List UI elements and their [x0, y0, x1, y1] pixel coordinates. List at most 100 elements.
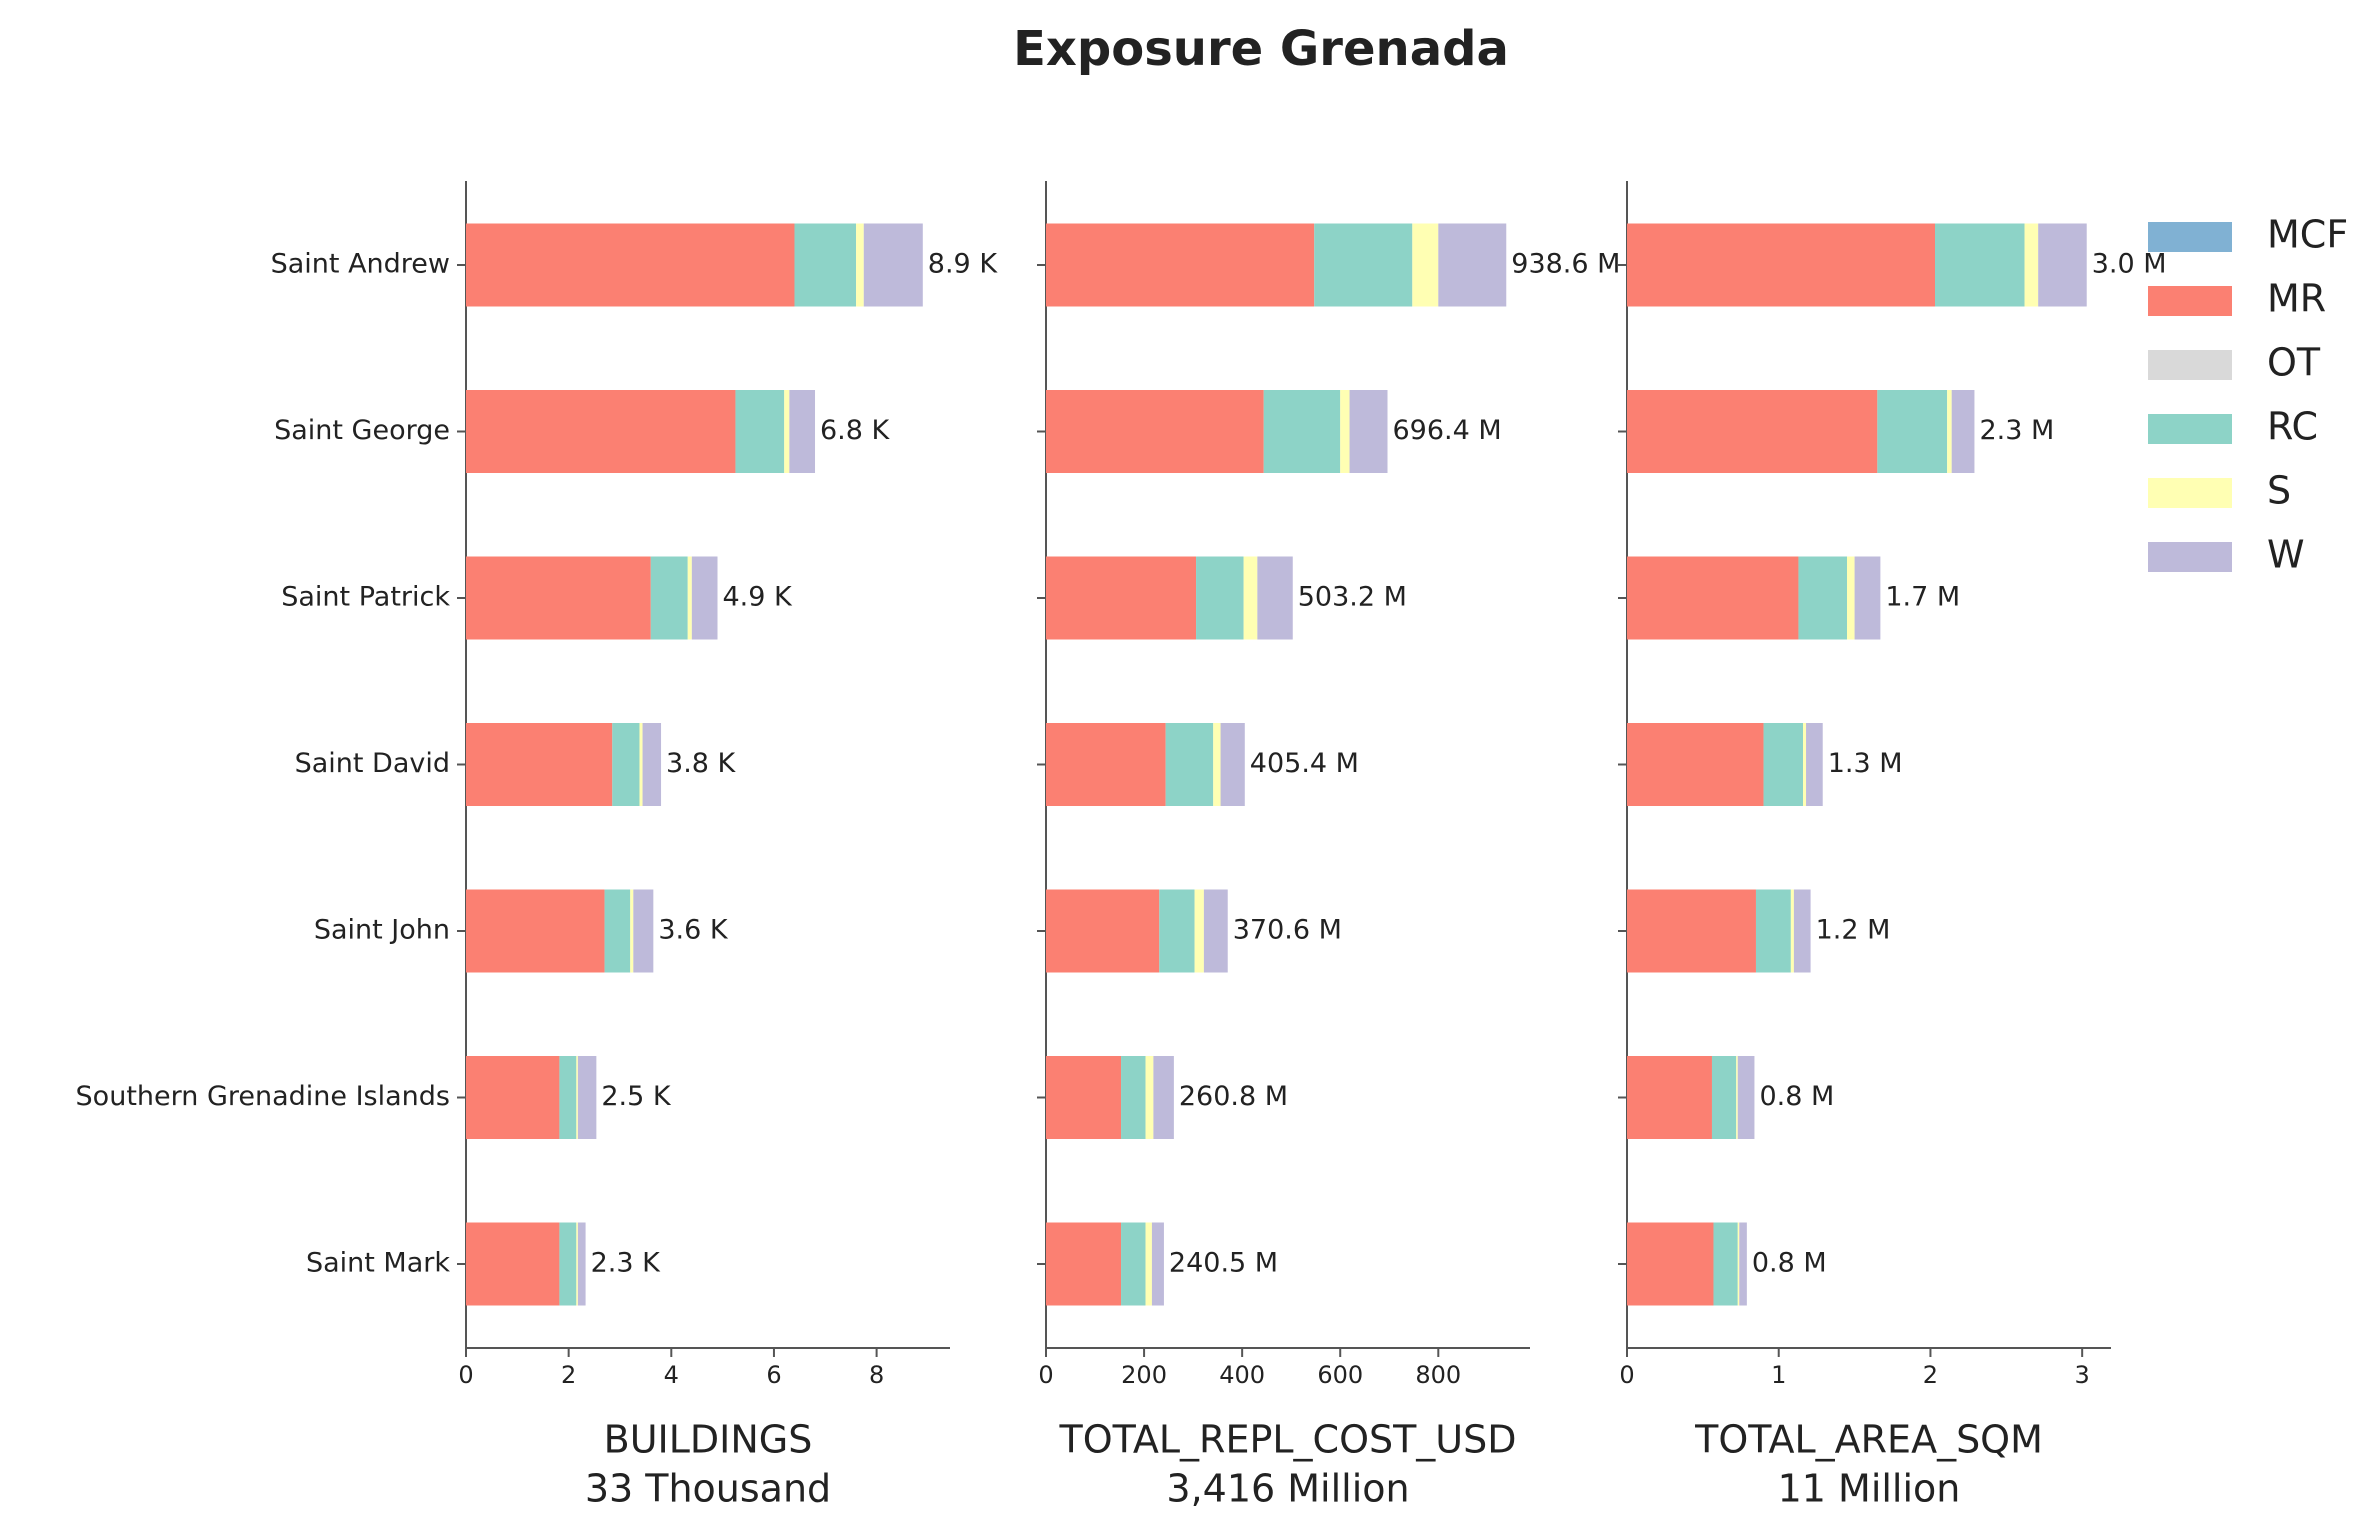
bar-segment — [1627, 556, 1799, 640]
bar-segment — [1153, 1056, 1174, 1139]
bar-segment — [466, 556, 651, 640]
bar-segment — [1438, 223, 1507, 307]
y-tick-label: Saint George — [274, 415, 450, 446]
total-label: 2.3 M — [1979, 415, 2054, 446]
bar-segment — [1711, 1056, 1737, 1139]
bar-segment — [1046, 223, 1315, 307]
total-label: 0.8 M — [1752, 1248, 1827, 1279]
bar-segment — [466, 1222, 560, 1306]
x-tick-label: 200 — [1121, 1361, 1167, 1389]
bar-segment — [1145, 1056, 1154, 1139]
legend-swatch — [2148, 478, 2232, 508]
total-label: 240.5 M — [1169, 1248, 1278, 1279]
total-label: 260.8 M — [1179, 1081, 1288, 1112]
bar-segment — [1046, 556, 1197, 640]
bar-segment — [1194, 889, 1204, 973]
bar-segment — [1737, 1222, 1740, 1306]
legend-swatch — [2148, 350, 2232, 380]
total-label: 0.8 M — [1759, 1081, 1834, 1112]
x-tick-label: 2 — [1923, 1361, 1938, 1389]
bar-segment — [639, 723, 643, 806]
bar-segment — [576, 1056, 578, 1139]
bar-segment — [1046, 889, 1160, 973]
bar-segment — [735, 390, 785, 473]
y-tick-label: Saint Mark — [306, 1248, 450, 1279]
bar-segment — [1627, 889, 1756, 973]
x-tick-label: 600 — [1317, 1361, 1363, 1389]
bar-segment — [1314, 223, 1413, 307]
x-tick-label: 0 — [1619, 1361, 1634, 1389]
bar-segment — [1806, 723, 1823, 806]
x-tick-label: 4 — [664, 1361, 679, 1389]
bar-segment — [1220, 723, 1245, 806]
bar-segment — [576, 1222, 578, 1306]
bar-segment — [1046, 1056, 1122, 1139]
bar-segment — [1165, 723, 1214, 806]
bar-segment — [1713, 1222, 1738, 1306]
total-label: 3.0 M — [2092, 249, 2167, 280]
bar-segment — [650, 556, 688, 640]
bar-segment — [466, 723, 613, 806]
bar-segment — [466, 1056, 560, 1139]
bar-segment — [1263, 390, 1341, 473]
bar-segment — [642, 723, 662, 806]
total-label: 503.2 M — [1298, 582, 1407, 613]
bar-segment — [559, 1222, 577, 1306]
x-axis-sublabel: 33 Thousand — [585, 1467, 831, 1511]
total-label: 1.7 M — [1885, 582, 1960, 613]
bar-segment — [630, 889, 634, 973]
x-axis-label: BUILDINGS — [604, 1418, 813, 1462]
x-tick-label: 8 — [869, 1361, 884, 1389]
bar-segment — [1877, 390, 1948, 473]
bar-segment — [466, 889, 605, 973]
legend-label: S — [2267, 469, 2291, 513]
x-axis-label: TOTAL_REPL_COST_USD — [1058, 1418, 1516, 1462]
bar-segment — [1046, 1222, 1122, 1306]
bar-segment — [1739, 1222, 1747, 1306]
bar-segment — [466, 390, 736, 473]
bar-segment — [466, 223, 795, 307]
x-axis-sublabel: 3,416 Million — [1166, 1467, 1409, 1511]
bar-segment — [1935, 223, 2025, 307]
bar-segment — [1803, 723, 1807, 806]
bar-segment — [687, 556, 692, 640]
bar-segment — [1349, 390, 1388, 473]
y-tick-label: Saint Andrew — [271, 249, 450, 280]
legend-label: W — [2267, 533, 2305, 577]
total-label: 1.3 M — [1828, 748, 1903, 779]
bar-segment — [1627, 390, 1878, 473]
bar-segment — [789, 390, 816, 473]
bar-segment — [1196, 556, 1244, 640]
bar-segment — [1847, 556, 1855, 640]
total-label: 938.6 M — [1511, 249, 1620, 280]
x-tick-label: 3 — [2075, 1361, 2090, 1389]
bar-segment — [1145, 1222, 1152, 1306]
legend-label: RC — [2267, 405, 2318, 449]
bar-segment — [604, 889, 631, 973]
bar-segment — [1121, 1056, 1146, 1139]
bar-segment — [577, 1222, 586, 1306]
legend-label: MR — [2267, 277, 2326, 321]
bar-segment — [1046, 723, 1166, 806]
bar-segment — [1736, 1056, 1738, 1139]
total-label: 4.9 K — [722, 582, 793, 613]
bar-segment — [1243, 556, 1258, 640]
bar-segment — [2024, 223, 2039, 307]
x-tick-label: 0 — [1038, 1361, 1053, 1389]
bar-segment — [1737, 1056, 1755, 1139]
legend-label: MCF — [2267, 213, 2348, 257]
total-label: 2.3 K — [591, 1248, 662, 1279]
bar-segment — [1627, 223, 1935, 307]
bar-segment — [1340, 390, 1350, 473]
total-label: 1.2 M — [1816, 915, 1891, 946]
bar-segment — [1627, 723, 1764, 806]
bar-segment — [1793, 889, 1811, 973]
bar-segment — [1947, 390, 1952, 473]
legend-swatch — [2148, 286, 2232, 316]
y-tick-label: Southern Grenadine Islands — [76, 1081, 450, 1112]
x-tick-label: 400 — [1219, 1361, 1265, 1389]
bar-segment — [1121, 1222, 1146, 1306]
total-label: 8.9 K — [928, 249, 999, 280]
bar-segment — [1854, 556, 1881, 640]
